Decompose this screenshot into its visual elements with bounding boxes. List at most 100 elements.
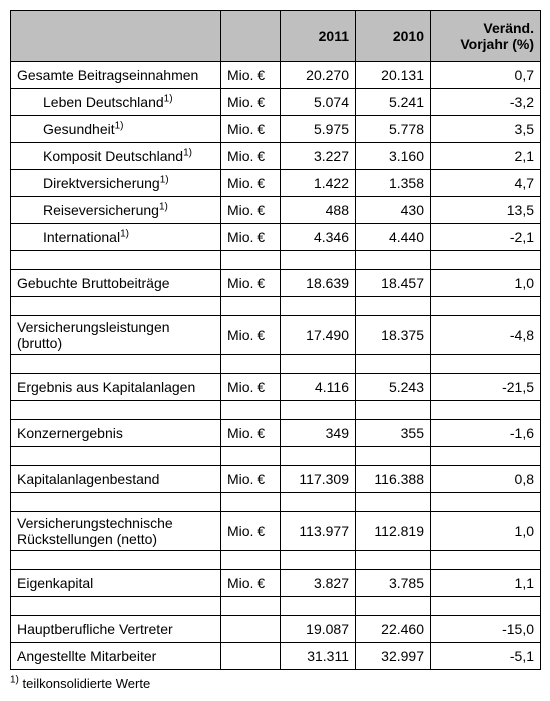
row-label-text: Gesamte Beitragseinnahmen [17,67,198,83]
blank-cell [431,447,541,466]
row-2011: 488 [281,197,356,224]
blank-cell [431,355,541,374]
blank-cell [221,355,281,374]
footnote-marker: 1) [10,675,19,686]
row-2010: 3.785 [356,570,431,597]
row-label-sup: 1) [115,120,124,131]
row-2011: 3.827 [281,570,356,597]
blank-cell [221,597,281,616]
row-label-sup: 1) [164,93,173,104]
blank-cell [281,551,356,570]
row-change: 0,7 [431,62,541,89]
row-change: 1,1 [431,570,541,597]
row-2011: 5.975 [281,116,356,143]
blank-cell [221,551,281,570]
row-unit: Mio. € [221,89,281,116]
row-label: Gesamte Beitragseinnahmen [11,62,221,89]
row-2010: 116.388 [356,466,431,493]
blank-cell [11,493,221,512]
row-unit: Mio. € [221,224,281,251]
row-2011: 31.311 [281,643,356,670]
row-2010: 5.241 [356,89,431,116]
row-label-text: International [43,229,120,245]
row-label-text: Gebuchte Bruttobeiträge [17,275,170,291]
row-label-text: Leben Deutschland [43,94,164,110]
table-row: Leben Deutschland1)Mio. €5.0745.241-3,2 [11,89,541,116]
blank-cell [281,493,356,512]
row-2011: 4.346 [281,224,356,251]
row-2010: 22.460 [356,616,431,643]
table-row [11,297,541,316]
blank-cell [11,251,221,270]
row-change: -1,6 [431,420,541,447]
row-unit: Mio. € [221,143,281,170]
header-label [11,11,221,62]
table-row: Komposit Deutschland1)Mio. €3.2273.1602,… [11,143,541,170]
blank-cell [356,447,431,466]
table-row [11,493,541,512]
row-change: -21,5 [431,374,541,401]
row-2011: 117.309 [281,466,356,493]
row-label: Direktversicherung1) [11,170,221,197]
blank-cell [281,297,356,316]
row-label-text: Komposit Deutschland [43,148,183,164]
row-2010: 20.131 [356,62,431,89]
table-row: Direktversicherung1)Mio. €1.4221.3584,7 [11,170,541,197]
row-label: Komposit Deutschland1) [11,143,221,170]
blank-cell [281,597,356,616]
blank-cell [431,493,541,512]
blank-cell [281,251,356,270]
row-label: Reiseversicherung1) [11,197,221,224]
row-label-text: Versicherungsleistungen (brutto) [17,319,170,351]
row-2010: 5.243 [356,374,431,401]
blank-cell [431,401,541,420]
row-2011: 3.227 [281,143,356,170]
row-unit [221,616,281,643]
row-2010: 5.778 [356,116,431,143]
blank-cell [221,297,281,316]
row-2010: 3.160 [356,143,431,170]
row-label: Gebuchte Bruttobeiträge [11,270,221,297]
blank-cell [356,401,431,420]
row-label-sup: 1) [160,174,169,185]
row-change: 4,7 [431,170,541,197]
header-2010: 2010 [356,11,431,62]
table-row: Angestellte Mitarbeiter 31.31132.997-5,1 [11,643,541,670]
row-2010: 430 [356,197,431,224]
header-2011: 2011 [281,11,356,62]
row-label: Eigenkapital [11,570,221,597]
row-2010: 32.997 [356,643,431,670]
row-unit: Mio. € [221,197,281,224]
row-label-text: Direktversicherung [43,175,160,191]
row-unit: Mio. € [221,116,281,143]
row-change: 13,5 [431,197,541,224]
row-2011: 17.490 [281,316,356,355]
table-row: Versicherungstechnische Rückstellungen (… [11,512,541,551]
blank-cell [356,297,431,316]
row-label: Gesundheit1) [11,116,221,143]
row-2010: 1.358 [356,170,431,197]
row-unit: Mio. € [221,512,281,551]
row-label-text: Angestellte Mitarbeiter [17,648,156,664]
table-row: KapitalanlagenbestandMio. €117.309116.38… [11,466,541,493]
table-row: KonzernergebnisMio. €349355-1,6 [11,420,541,447]
table-row: Reiseversicherung1)Mio. €48843013,5 [11,197,541,224]
blank-cell [11,401,221,420]
blank-cell [221,401,281,420]
row-label: International1) [11,224,221,251]
row-label-sup: 1) [120,228,129,239]
row-2010: 112.819 [356,512,431,551]
row-2011: 113.977 [281,512,356,551]
row-label: Kapitalanlagenbestand [11,466,221,493]
blank-cell [11,551,221,570]
blank-cell [11,355,221,374]
table-row [11,355,541,374]
table-row: Gesundheit1)Mio. €5.9755.7783,5 [11,116,541,143]
row-change: -5,1 [431,643,541,670]
row-unit: Mio. € [221,466,281,493]
row-2010: 18.375 [356,316,431,355]
row-label-sup: 1) [159,201,168,212]
blank-cell [431,597,541,616]
row-label-sup: 1) [183,147,192,158]
table-row: Gebuchte BruttobeiträgeMio. €18.63918.45… [11,270,541,297]
